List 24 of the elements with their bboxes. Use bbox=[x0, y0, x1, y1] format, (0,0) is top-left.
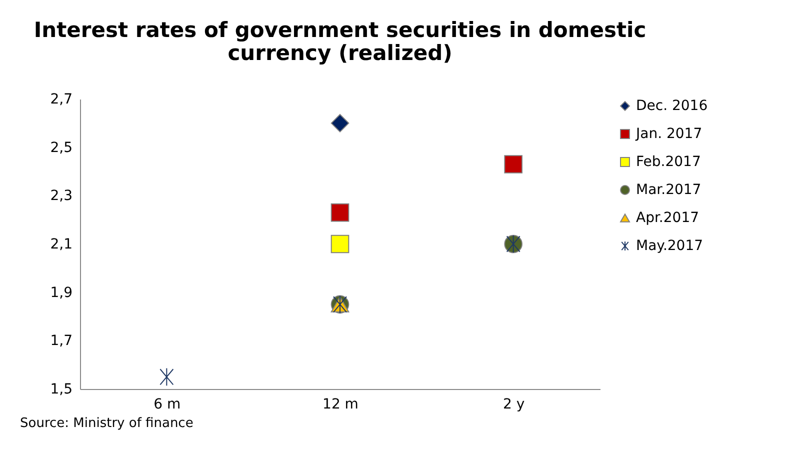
legend-label: Mar.2017 bbox=[636, 182, 702, 198]
point bbox=[330, 234, 350, 254]
y-tick-label: 1,5 bbox=[50, 382, 72, 398]
point bbox=[330, 114, 350, 132]
legend-label: May.2017 bbox=[636, 238, 704, 254]
y-tick-label: 2,3 bbox=[50, 188, 72, 204]
y-tick-label: 1,7 bbox=[50, 333, 72, 350]
text: currency (realized) bbox=[228, 41, 452, 65]
legend-label: Jan. 2017 bbox=[635, 126, 702, 142]
legend-label: Dec. 2016 bbox=[636, 98, 708, 114]
x-tick-label: 12 m bbox=[322, 396, 358, 412]
point bbox=[330, 203, 350, 222]
point bbox=[504, 155, 522, 174]
y-tick-label: 2,5 bbox=[50, 140, 72, 156]
x-tick-label: 6 m bbox=[154, 396, 181, 412]
x-tick-label: 2 y bbox=[503, 396, 525, 412]
y-tick-label: 2,7 bbox=[50, 92, 72, 108]
legend-label: Apr.2017 bbox=[636, 210, 700, 226]
legend-label: Feb.2017 bbox=[636, 154, 701, 170]
source-note: Source: Ministry of finance bbox=[20, 416, 194, 431]
y-tick-label: 2,1 bbox=[50, 236, 72, 252]
y-tick-label: 1,9 bbox=[50, 284, 72, 301]
point bbox=[160, 368, 174, 386]
text: Interest rates of government securities in domestic bbox=[34, 18, 646, 42]
